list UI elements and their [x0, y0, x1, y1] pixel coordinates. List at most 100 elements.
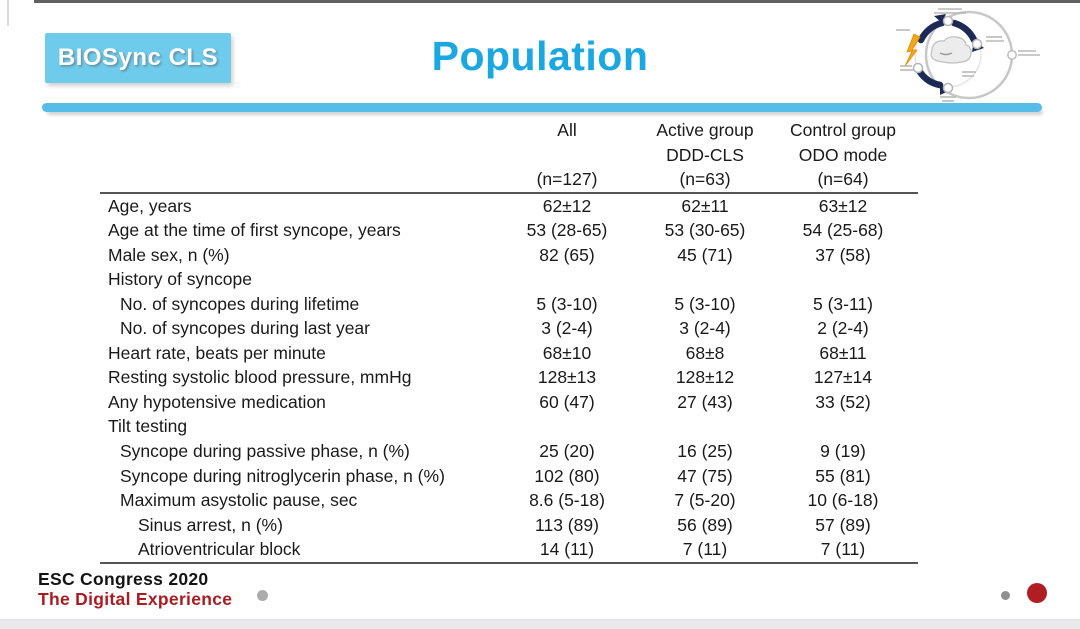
row-value: [768, 414, 918, 439]
row-value: [768, 267, 918, 292]
row-label: Age, years: [108, 195, 192, 216]
row-value: [492, 414, 642, 439]
row-value: 10 (6-18): [807, 490, 879, 511]
row-value: 53 (28-65): [526, 220, 608, 241]
table-body: Age, years 62±12 62±11 63±12 Age at the time…: [100, 193, 918, 564]
row-value: 127±14: [813, 367, 873, 388]
row-value: [492, 267, 642, 292]
table-row: Any hypotensive medication 60 (47) 27 (43)…: [100, 390, 918, 415]
cls-loop-diagram: [896, 8, 1040, 102]
column-sub: ODO mode: [798, 144, 888, 165]
row-label: Atrioventricular block: [100, 537, 492, 564]
row-value: 5 (3-11): [813, 293, 873, 314]
column-header-active: Active group DDD-CLS (n=63): [642, 118, 768, 194]
row-value: 62±11: [681, 195, 729, 216]
column-sub: [492, 143, 642, 168]
row-value: [642, 267, 768, 292]
congress-footer: ESC Congress 2020 The Digital Experience: [38, 569, 232, 609]
column-sub: DDD-CLS: [666, 144, 744, 165]
row-value: 47 (75): [677, 465, 733, 486]
slide-title: Population: [431, 33, 649, 79]
table-row: Resting systolic blood pressure, mmHg 128…: [100, 365, 918, 390]
row-label: Sinus arrest, n (%): [138, 514, 283, 535]
row-value: 27 (43): [677, 391, 733, 412]
row-value: 128±13: [537, 367, 597, 388]
row-label: Male sex, n (%): [108, 244, 230, 265]
row-label: History of syncope: [108, 269, 252, 290]
row-value: 7 (11): [768, 537, 918, 564]
row-value: [642, 414, 768, 439]
left-edge-line: [7, 0, 9, 26]
row-label: Heart rate, beats per minute: [108, 342, 326, 363]
row-value: 63±12: [818, 195, 868, 216]
column-n: (n=63): [679, 169, 731, 189]
nav-dot-red[interactable]: [1027, 583, 1047, 603]
table-row: Male sex, n (%) 82 (65) 45 (71) 37 (58): [100, 243, 918, 268]
nav-dot-gray[interactable]: [1001, 591, 1010, 600]
table-row: Syncope during passive phase, n (%) 25 (2…: [100, 439, 918, 464]
row-value: 9 (19): [820, 440, 866, 461]
row-value: 68±8: [685, 342, 725, 363]
column-n: (n=127): [536, 169, 598, 189]
row-value: 53 (30-65): [664, 220, 746, 241]
row-value: 25 (20): [539, 440, 595, 461]
column-name: All: [557, 120, 577, 140]
table-row: Tilt testing: [100, 414, 918, 439]
row-value: 45 (71): [677, 244, 733, 265]
row-value: 68±10: [542, 342, 592, 363]
column-name: Active group: [656, 120, 754, 140]
row-value: 102 (80): [534, 465, 600, 486]
column-header-control: Control group ODO mode (n=64): [768, 118, 918, 194]
table-row: No. of syncopes during last year 3 (2-4) 3…: [100, 316, 918, 341]
row-value: 8.6 (5-18): [529, 490, 605, 511]
row-value: 5 (3-10): [674, 293, 736, 314]
study-badge-label: BIOSync CLS: [57, 44, 219, 71]
row-value: 33 (52): [815, 391, 871, 412]
row-value: 2 (2-4): [817, 318, 869, 339]
table-row: Maximum asystolic pause, sec 8.6 (5-18) 7 …: [100, 488, 918, 513]
table-row: Heart rate, beats per minute 68±10 68±8 68±…: [100, 341, 918, 366]
row-value: 3 (2-4): [679, 318, 731, 339]
row-label: No. of syncopes during lifetime: [120, 293, 360, 314]
row-value: 37 (58): [815, 244, 871, 265]
row-value: 55 (81): [815, 465, 871, 486]
row-value: 7 (11): [642, 537, 768, 564]
row-value: 60 (47): [539, 391, 595, 412]
row-value: 7 (5-20): [674, 490, 736, 511]
row-label: Syncope during passive phase, n (%): [120, 440, 410, 461]
row-label: Any hypotensive medication: [108, 391, 326, 412]
bottom-strip: [0, 619, 1080, 629]
table-row: No. of syncopes during lifetime 5 (3-10) 5…: [100, 292, 918, 317]
row-label: Tilt testing: [108, 416, 188, 437]
row-value: 5 (3-10): [536, 293, 598, 314]
row-value: 128±12: [675, 367, 735, 388]
column-name: Control group: [789, 120, 897, 140]
row-value: 62±12: [542, 195, 592, 216]
row-value: 14 (11): [492, 537, 642, 564]
row-label: Resting systolic blood pressure, mmHg: [108, 367, 412, 388]
congress-name: ESC Congress 2020: [38, 569, 209, 589]
row-label: Maximum asystolic pause, sec: [120, 490, 358, 511]
footer-gray-dot: [257, 590, 268, 601]
row-value: 16 (25): [677, 440, 733, 461]
row-value: 82 (65): [539, 244, 595, 265]
table-row: Atrioventricular block 14 (11) 7 (11) 7 (11…: [100, 537, 918, 564]
table-row: Sinus arrest, n (%) 113 (89) 56 (89) 57 (89…: [100, 513, 918, 538]
table-row: Syncope during nitroglycerin phase, n (%…: [100, 464, 918, 489]
row-value: 68±11: [819, 342, 867, 363]
row-value: 57 (89): [815, 514, 871, 535]
header-divider-rule: [42, 103, 1042, 112]
population-table: All (n=127) Active group DDD-CLS (n=63) …: [100, 118, 918, 564]
table-row: Age, years 62±12 62±11 63±12: [100, 193, 918, 219]
row-value: 56 (89): [677, 514, 733, 535]
congress-tagline: The Digital Experience: [38, 589, 233, 609]
row-label: Syncope during nitroglycerin phase, n (%…: [120, 465, 445, 486]
table-row: History of syncope: [100, 267, 918, 292]
study-badge: BIOSync CLS: [45, 33, 231, 83]
header-spacer: [100, 118, 492, 194]
column-n: (n=64): [817, 169, 869, 189]
row-value: 113 (89): [535, 514, 599, 535]
top-edge-line: [34, 0, 1080, 3]
row-label: No. of syncopes during last year: [120, 318, 370, 339]
